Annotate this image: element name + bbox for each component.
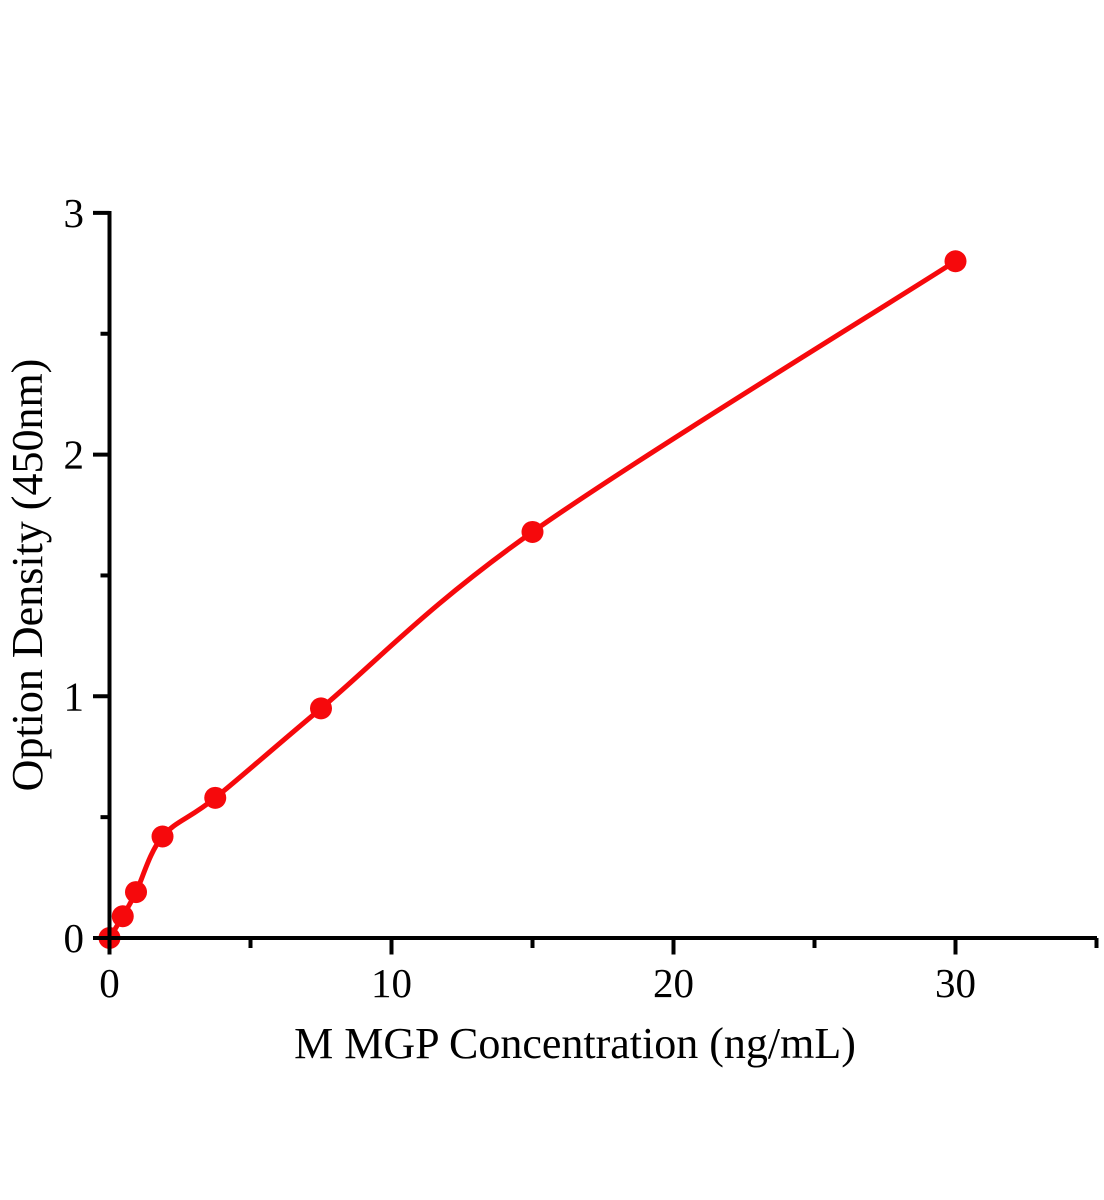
data-series bbox=[98, 250, 967, 949]
axes bbox=[107, 211, 1097, 940]
y-tick-label: 3 bbox=[64, 190, 85, 236]
data-point-marker bbox=[521, 520, 544, 543]
fit-curve bbox=[107, 258, 958, 941]
x-tick-label: 20 bbox=[653, 960, 694, 1006]
x-tick-label: 10 bbox=[371, 960, 412, 1006]
y-tick-label: 0 bbox=[64, 915, 85, 961]
data-point-marker bbox=[125, 881, 148, 904]
data-point-marker bbox=[944, 250, 967, 273]
data-point-marker bbox=[310, 697, 332, 720]
x-tick-label: 30 bbox=[935, 960, 976, 1006]
x-axis-title: M MGP Concentration (ng/mL) bbox=[294, 1019, 856, 1068]
y-tick-label: 1 bbox=[64, 673, 85, 719]
x-tick-label: 0 bbox=[99, 960, 120, 1006]
data-point-marker bbox=[204, 786, 227, 809]
axis-ticks: 0 10 20 30 0 1 2 3 bbox=[64, 190, 1099, 1006]
data-point-marker bbox=[151, 825, 174, 848]
y-tick-label: 2 bbox=[64, 432, 85, 478]
y-axis-title: Option Density (450nm) bbox=[3, 359, 52, 792]
data-point-marker bbox=[111, 905, 134, 928]
